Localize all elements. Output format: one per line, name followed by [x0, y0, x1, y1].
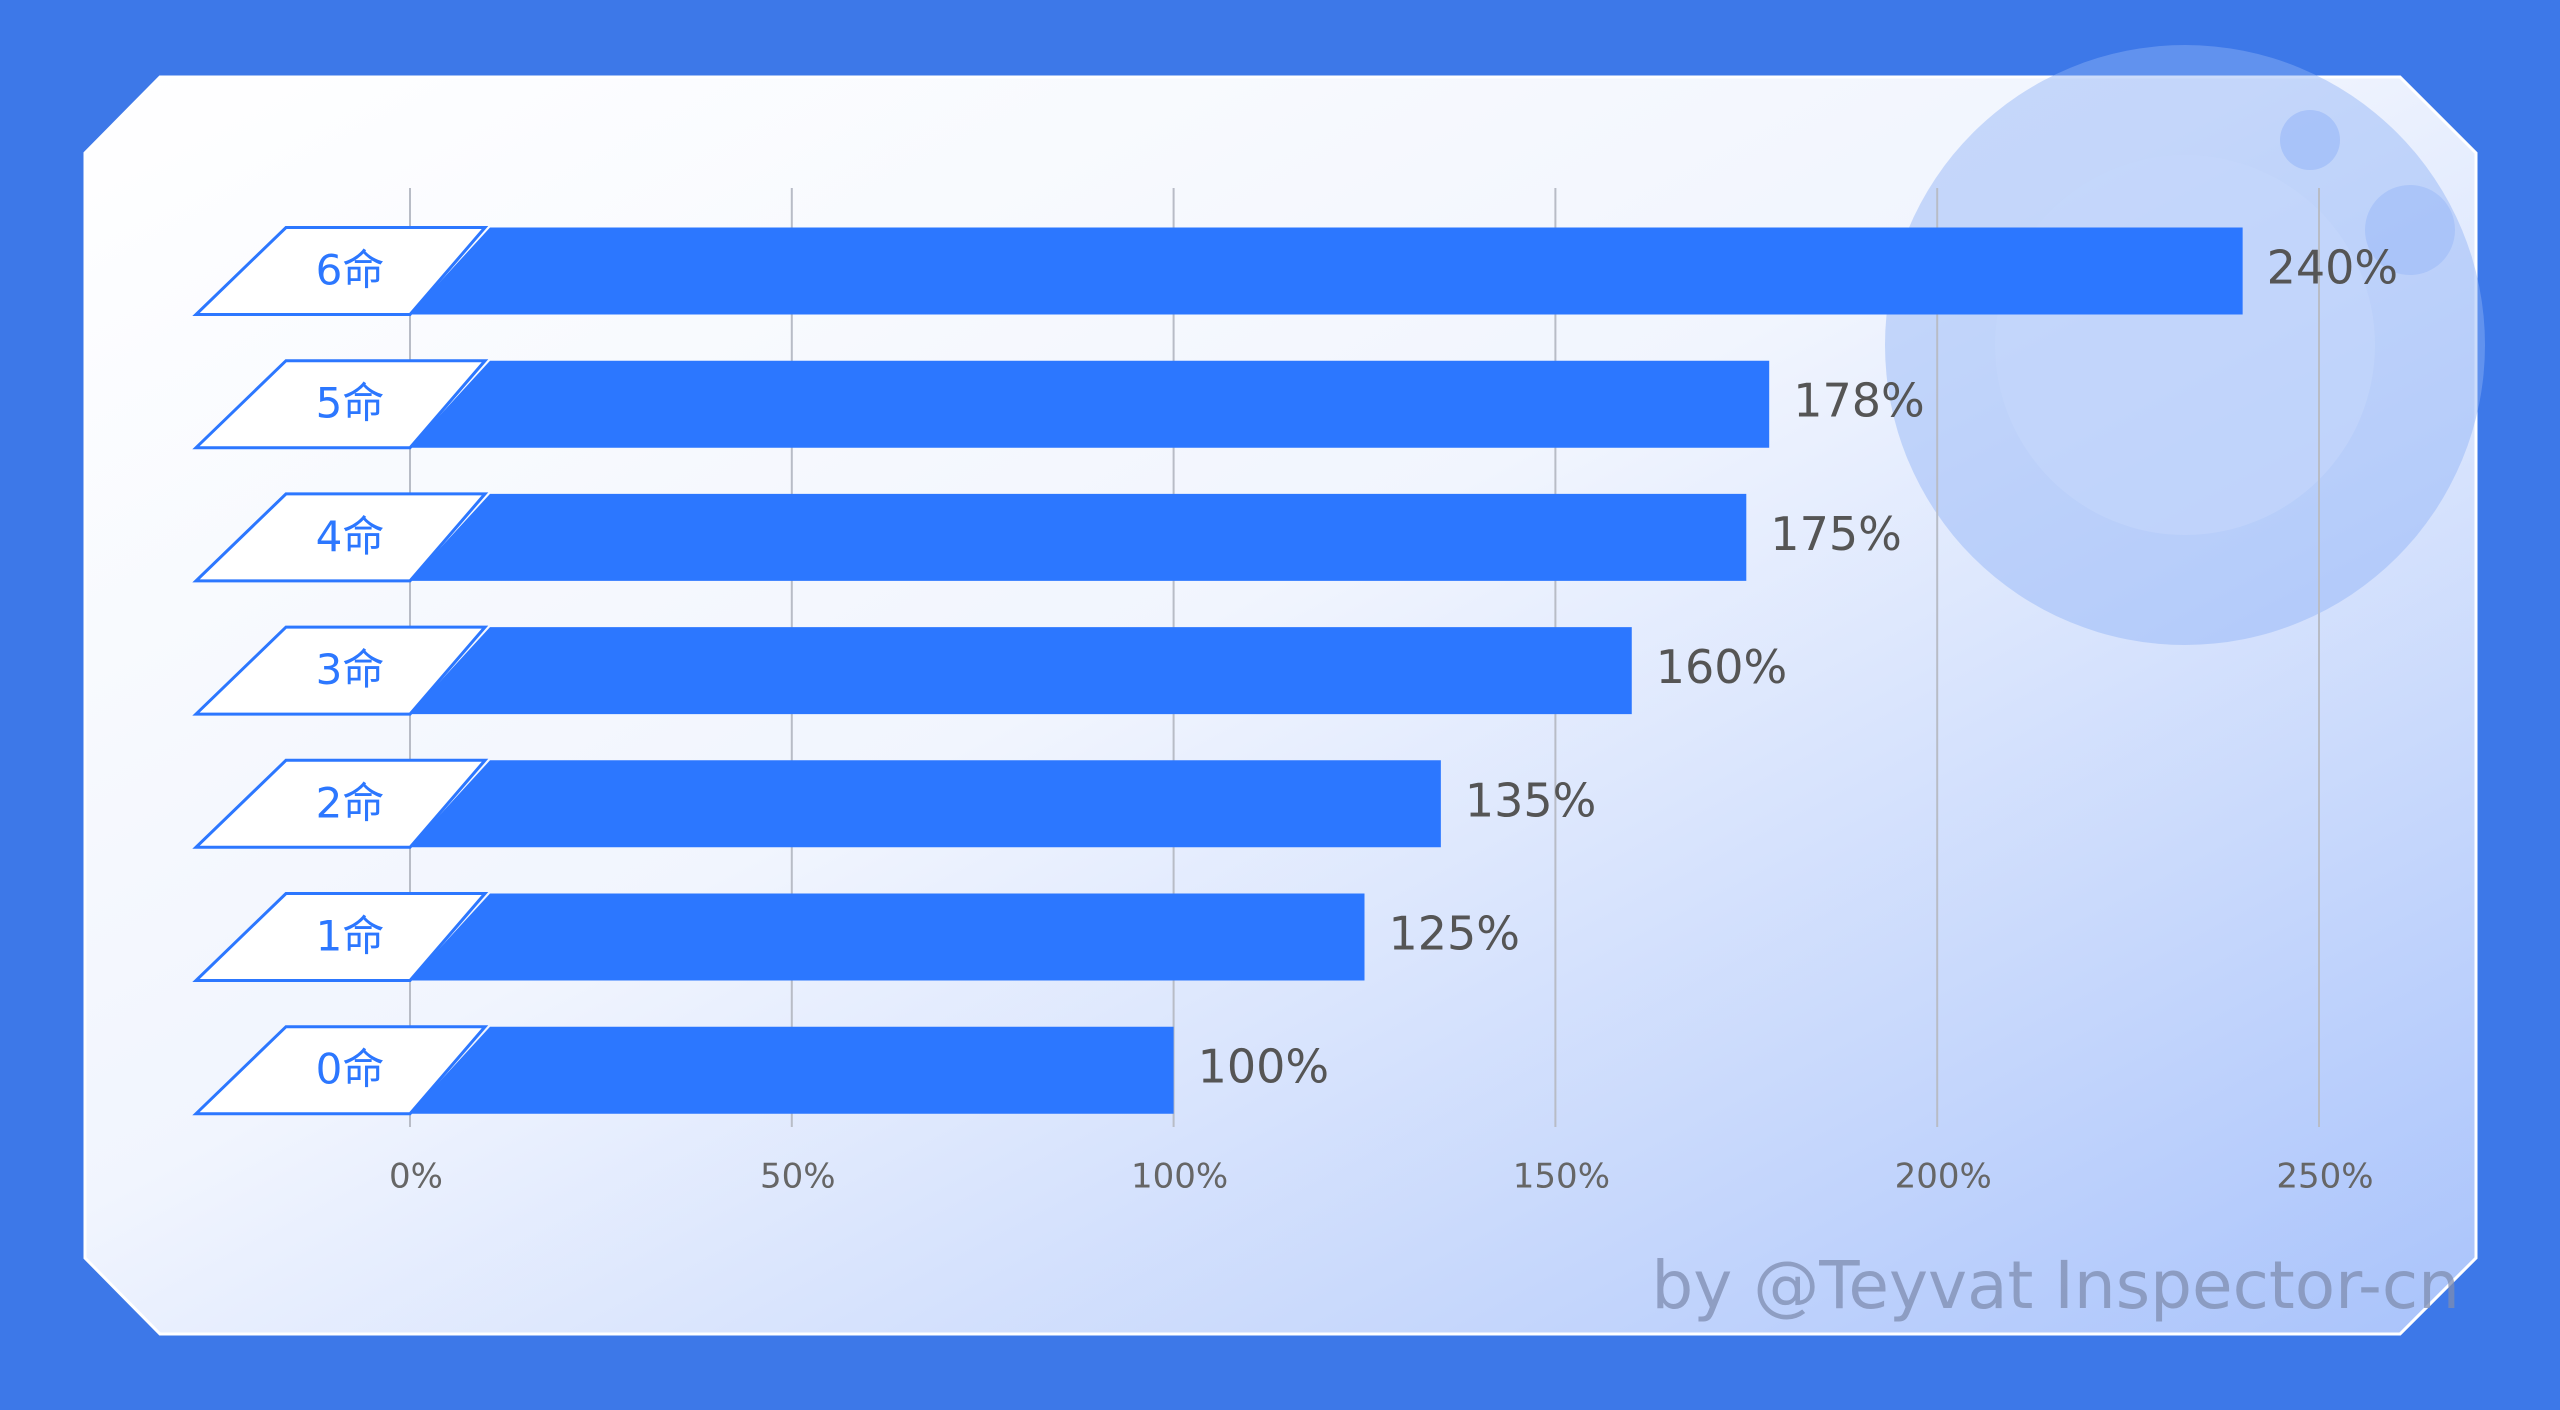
- x-tick-label: 50%: [760, 1157, 836, 1197]
- y-tick-label: 4命: [316, 512, 385, 561]
- value-label: 178%: [1793, 374, 1925, 428]
- value-label: 135%: [1465, 773, 1597, 827]
- value-label: 160%: [1656, 640, 1788, 694]
- x-tick-label: 150%: [1513, 1157, 1610, 1197]
- bar: [410, 227, 2243, 315]
- bar: [410, 1026, 1174, 1114]
- x-tick-label: 0%: [389, 1157, 443, 1197]
- y-tick-label: 3命: [316, 645, 385, 694]
- watermark: by @Teyvat Inspector-cn: [1651, 1247, 2460, 1324]
- y-tick-label: 5命: [316, 379, 385, 428]
- value-label: 240%: [2267, 241, 2399, 295]
- y-tick-label: 2命: [316, 778, 385, 827]
- decor-circle: [2365, 185, 2455, 275]
- x-tick-label: 200%: [1895, 1157, 1992, 1197]
- bar: [410, 627, 1632, 715]
- bar: [410, 893, 1365, 981]
- value-label: 175%: [1770, 507, 1902, 561]
- decor-circle: [2280, 110, 2340, 170]
- x-tick-label: 100%: [1131, 1157, 1228, 1197]
- y-tick-label: 0命: [316, 1045, 385, 1094]
- y-tick-label: 1命: [316, 912, 385, 961]
- value-label: 100%: [1198, 1040, 1330, 1094]
- bar: [410, 760, 1441, 848]
- plot: 0% 50% 100% 150% 200% 250% 6命 240% 5命 178% 4命 175% 3…: [192, 188, 2399, 1197]
- y-tick-label: 6命: [316, 246, 385, 295]
- bar: [410, 360, 1770, 448]
- value-label: 125%: [1389, 907, 1521, 961]
- bar: [410, 493, 1747, 581]
- x-tick-label: 250%: [2276, 1157, 2373, 1197]
